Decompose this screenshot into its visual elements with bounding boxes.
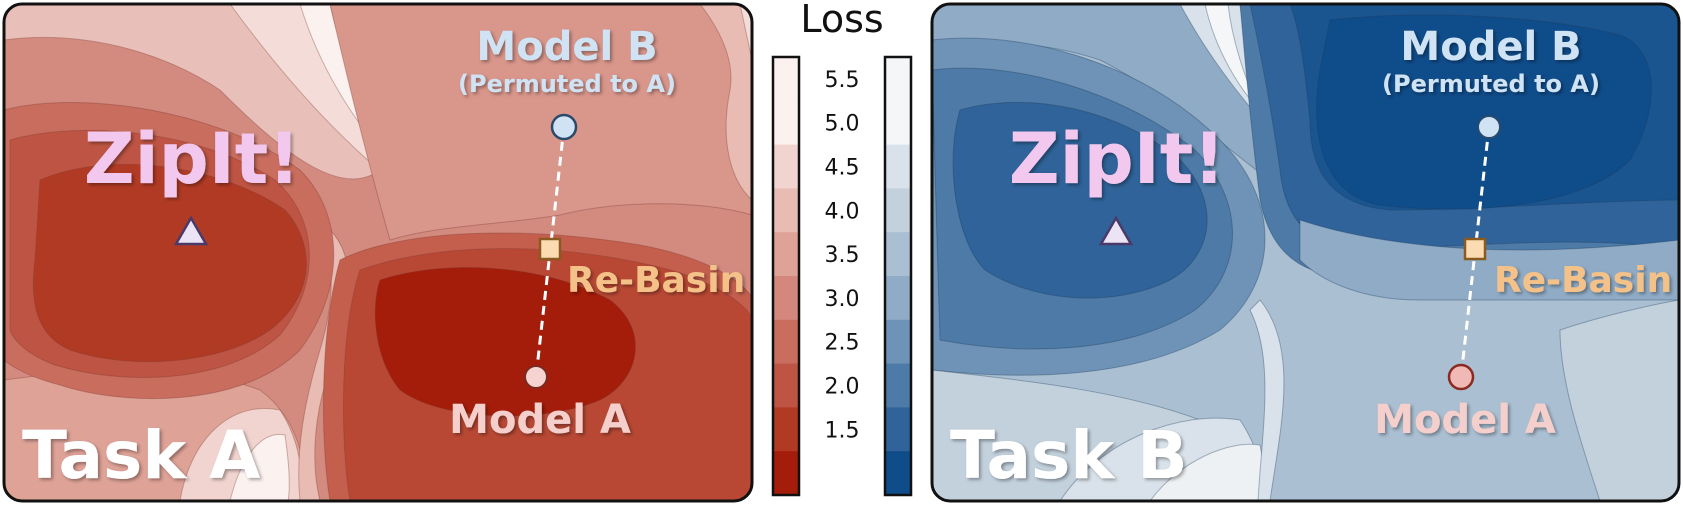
colorbar-segment: [885, 144, 911, 189]
model-a-label-b: Model A: [1374, 397, 1556, 443]
model-b-label-b: Model B: [1400, 24, 1581, 70]
model-b-label-a: Model B: [476, 24, 657, 70]
rebasin-label-a: Re-Basin: [567, 260, 745, 301]
model-a-marker-a: [524, 365, 548, 389]
colorbar-segment: [773, 276, 799, 321]
model-b-marker-a: [550, 113, 578, 141]
colorbar-blue-frame: [883, 55, 913, 497]
rebasin-marker-a: [538, 237, 562, 261]
colorbar-title: Loss: [800, 0, 883, 41]
loss-landscape-b: [932, 4, 1679, 501]
model-a-marker-b: [1447, 363, 1475, 391]
colorbar-tick-label: 3.0: [825, 287, 860, 312]
colorbar-segment: [773, 363, 799, 408]
colorbar-segment: [773, 100, 799, 146]
zipit-marker-b: [1098, 215, 1134, 246]
model-b-marker-b: [1477, 115, 1501, 139]
task-label-a: Task A: [22, 417, 260, 494]
rebasin-marker-b: [1463, 237, 1487, 261]
colorbar-segment: [885, 232, 911, 277]
task-label-b: Task B: [950, 417, 1188, 494]
colorbar-ticks: 5.5 5.0 4.5 4.0 3.5 3.0 2.5 2.0 1.5: [825, 68, 860, 443]
colorbar-tick-label: 5.0: [825, 112, 860, 137]
colorbar-tick-label: 1.5: [825, 418, 860, 443]
panel-b-frame: [930, 2, 1681, 503]
colorbar-segment: [885, 57, 911, 102]
colorbar-segment: [773, 451, 799, 496]
colorbar-segment: [773, 188, 799, 233]
loss-landscape-a: [4, 4, 752, 501]
colorbar-red-frame: [771, 55, 801, 497]
panel-task-b: Model B (Permuted to A) ZipIt! Re-Basin …: [930, 2, 1681, 503]
colorbar: Loss 5.5 5.0 4.5 4.0 3.5 3.0 2.5 2.0 1.5: [771, 0, 913, 497]
colorbar-blue: [885, 57, 911, 496]
model-a-label-a: Model A: [449, 397, 631, 443]
colorbar-tick-label: 4.5: [825, 156, 860, 181]
colorbar-segment: [885, 407, 911, 452]
panel-task-a: Model B (Permuted to A) ZipIt! Re-Basin …: [2, 2, 754, 503]
colorbar-segment: [773, 232, 799, 277]
colorbar-tick-label: 5.5: [825, 68, 860, 93]
model-b-sublabel-a: (Permuted to A): [458, 70, 676, 98]
panel-a-frame: [2, 2, 754, 503]
colorbar-segment: [773, 57, 799, 102]
colorbar-segment: [885, 276, 911, 321]
colorbar-segment: [773, 319, 799, 365]
colorbar-tick-label: 3.5: [825, 243, 860, 268]
colorbar-segment: [885, 363, 911, 408]
zipit-marker-a: [173, 215, 209, 246]
colorbar-red: [773, 57, 799, 496]
colorbar-segment: [885, 319, 911, 365]
colorbar-segment: [773, 407, 799, 452]
colorbar-segment: [773, 144, 799, 189]
colorbar-segment: [885, 451, 911, 496]
colorbar-tick-label: 2.0: [825, 375, 860, 400]
rebasin-label-b: Re-Basin: [1494, 260, 1672, 301]
zipit-label-b: ZipIt!: [1009, 118, 1225, 200]
colorbar-tick-label: 2.5: [825, 331, 860, 356]
colorbar-segment: [885, 100, 911, 146]
model-b-sublabel-b: (Permuted to A): [1382, 70, 1600, 98]
colorbar-tick-label: 4.0: [825, 199, 860, 224]
colorbar-segment: [885, 188, 911, 233]
zipit-label-a: ZipIt!: [84, 118, 300, 200]
